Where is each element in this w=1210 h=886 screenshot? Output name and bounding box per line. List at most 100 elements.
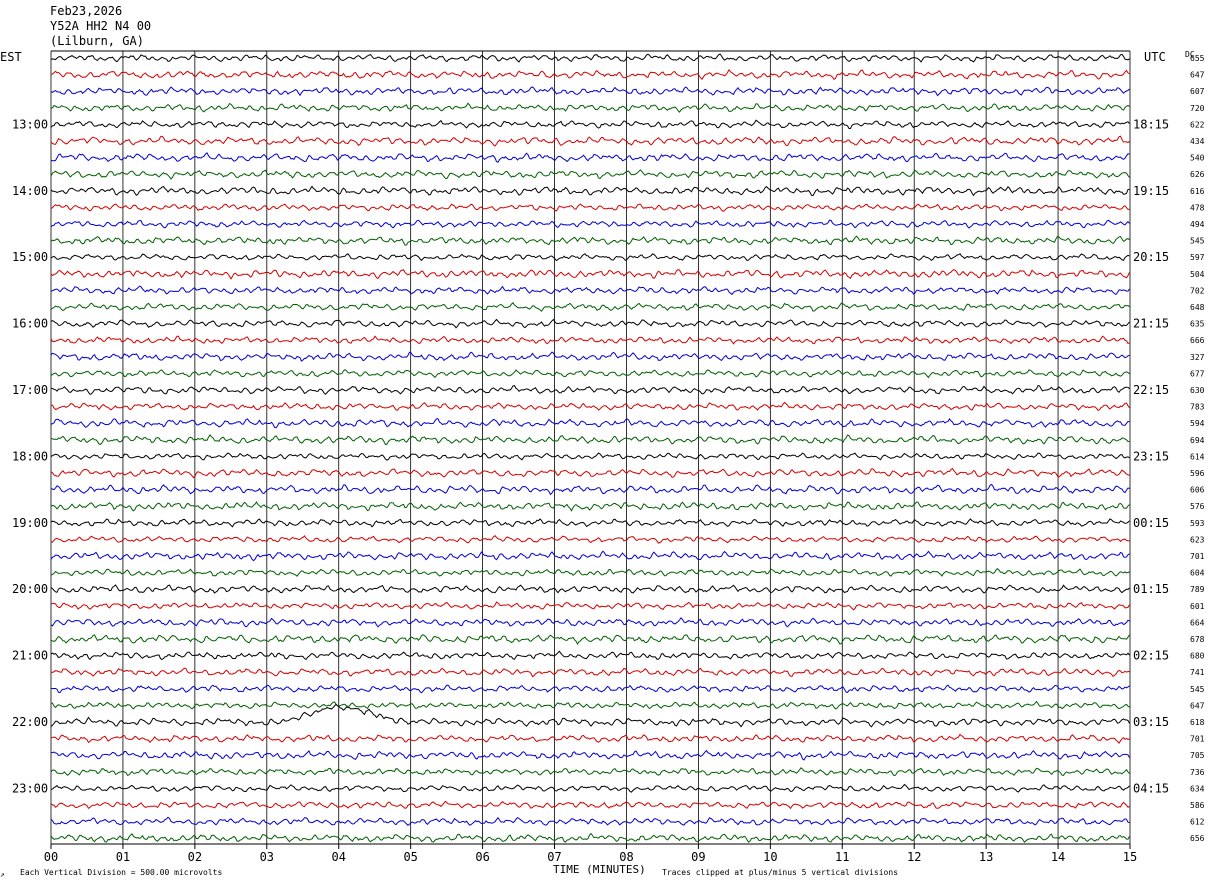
trace-row bbox=[50, 351, 1130, 362]
dc-offset-label: 648 bbox=[1190, 303, 1205, 312]
utc-hour-label: 03:15 bbox=[1133, 715, 1169, 729]
est-hour-label: 22:00 bbox=[12, 715, 48, 729]
trace-row bbox=[50, 832, 1130, 843]
dc-offset-label: 626 bbox=[1190, 170, 1205, 179]
dc-offset-label: 622 bbox=[1190, 120, 1205, 129]
trace-row bbox=[50, 483, 1130, 496]
trace-row bbox=[50, 69, 1130, 80]
est-hour-label: 16:00 bbox=[12, 317, 48, 331]
dc-offset-label: 789 bbox=[1190, 585, 1205, 594]
utc-hour-label: 23:15 bbox=[1133, 449, 1169, 463]
dc-offset-label: 586 bbox=[1190, 801, 1205, 810]
dc-offset-label: 677 bbox=[1190, 369, 1205, 378]
trace-row bbox=[50, 501, 1130, 512]
x-tick-label: 14 bbox=[1051, 850, 1065, 864]
trace-row bbox=[50, 684, 1130, 694]
utc-hour-label: 21:15 bbox=[1133, 317, 1169, 331]
dc-offset-label: 655 bbox=[1190, 54, 1205, 63]
trace-row bbox=[50, 650, 1130, 661]
trace-row bbox=[50, 203, 1130, 212]
trace-row bbox=[50, 219, 1130, 229]
trace-row bbox=[50, 285, 1130, 296]
trace-row bbox=[50, 169, 1130, 180]
trace-row bbox=[50, 703, 1130, 728]
dc-offset-label: 618 bbox=[1190, 718, 1205, 727]
trace-row bbox=[50, 269, 1130, 280]
trace-row bbox=[50, 385, 1130, 395]
dc-offset-label: 478 bbox=[1190, 203, 1205, 212]
est-hour-label: 13:00 bbox=[12, 117, 48, 131]
trace-row bbox=[50, 568, 1130, 577]
trace-row bbox=[50, 749, 1130, 761]
trace-row bbox=[50, 733, 1130, 744]
dc-offset-label: 666 bbox=[1190, 336, 1205, 345]
dc-offset-label: 540 bbox=[1190, 154, 1205, 163]
est-hour-label: 21:00 bbox=[12, 649, 48, 663]
trace-row bbox=[50, 700, 1130, 710]
x-tick-label: 02 bbox=[188, 850, 202, 864]
dc-offset-label: 494 bbox=[1190, 220, 1205, 229]
dc-offset-label: 576 bbox=[1190, 502, 1205, 511]
trace-row bbox=[50, 550, 1130, 562]
x-tick-label: 08 bbox=[619, 850, 633, 864]
trace-row bbox=[50, 152, 1130, 163]
trace-row bbox=[50, 601, 1130, 611]
x-tick-label: 07 bbox=[547, 850, 561, 864]
dc-offset-label: 630 bbox=[1190, 386, 1205, 395]
x-tick-label: 01 bbox=[116, 850, 130, 864]
est-hour-label: 15:00 bbox=[12, 250, 48, 264]
x-tick-label: 13 bbox=[979, 850, 993, 864]
utc-hour-label: 19:15 bbox=[1133, 184, 1169, 198]
dc-offset-label: 701 bbox=[1190, 735, 1205, 744]
trace-row bbox=[50, 535, 1130, 544]
trace-row bbox=[50, 518, 1130, 528]
est-hour-label: 18:00 bbox=[12, 449, 48, 463]
utc-hour-label: 20:15 bbox=[1133, 250, 1169, 264]
dc-offset-label: 504 bbox=[1190, 270, 1205, 279]
trace-row bbox=[50, 235, 1130, 246]
dc-offset-label: 741 bbox=[1190, 668, 1205, 677]
footer-mark-icon: ↗ bbox=[0, 870, 5, 879]
dc-offset-label: 701 bbox=[1190, 552, 1205, 561]
utc-hour-label: 18:15 bbox=[1133, 117, 1169, 131]
header-station: Y52A HH2 N4 00 bbox=[50, 19, 152, 33]
x-tick-label: 05 bbox=[403, 850, 417, 864]
x-tick-label: 00 bbox=[44, 850, 58, 864]
trace-row bbox=[50, 584, 1130, 594]
est-axis-label: EST bbox=[0, 50, 22, 64]
dc-offset-label: 656 bbox=[1190, 834, 1205, 843]
dc-offset-label: 694 bbox=[1190, 436, 1205, 445]
est-hour-label: 20:00 bbox=[12, 582, 48, 596]
dc-offset-label: 705 bbox=[1190, 751, 1205, 760]
header-date: Feb23,2026 bbox=[50, 4, 123, 18]
scale-note: Each Vertical Division = 500.00 microvol… bbox=[20, 868, 223, 877]
dc-offset-label: 594 bbox=[1190, 419, 1205, 428]
trace-row bbox=[50, 86, 1130, 97]
est-hour-label: 19:00 bbox=[12, 516, 48, 530]
dc-offset-label: 720 bbox=[1190, 104, 1205, 113]
dc-offset-label: 607 bbox=[1190, 87, 1205, 96]
x-tick-label: 04 bbox=[332, 850, 346, 864]
dc-offset-label: 612 bbox=[1190, 818, 1205, 827]
trace-row bbox=[50, 53, 1130, 63]
dc-offset-label: 647 bbox=[1190, 701, 1205, 710]
trace-row bbox=[50, 369, 1130, 379]
trace-row bbox=[50, 335, 1130, 345]
est-hour-label: 23:00 bbox=[12, 781, 48, 795]
trace-row bbox=[50, 185, 1130, 197]
x-tick-label: 10 bbox=[763, 850, 777, 864]
trace-row bbox=[50, 253, 1130, 262]
utc-hour-label: 04:15 bbox=[1133, 781, 1169, 795]
dc-offset-label: 434 bbox=[1190, 137, 1205, 146]
trace-row bbox=[50, 102, 1130, 113]
utc-hour-label: 01:15 bbox=[1133, 582, 1169, 596]
dc-offset-label: 604 bbox=[1190, 569, 1205, 578]
x-axis-title: TIME (MINUTES) bbox=[553, 863, 646, 876]
x-tick-label: 09 bbox=[691, 850, 705, 864]
dc-offset-label: 601 bbox=[1190, 602, 1205, 611]
trace-row bbox=[50, 401, 1130, 412]
utc-hour-label: 00:15 bbox=[1133, 516, 1169, 530]
trace-row bbox=[50, 634, 1130, 646]
trace-row bbox=[50, 417, 1130, 429]
dc-offset-label: 545 bbox=[1190, 237, 1205, 246]
